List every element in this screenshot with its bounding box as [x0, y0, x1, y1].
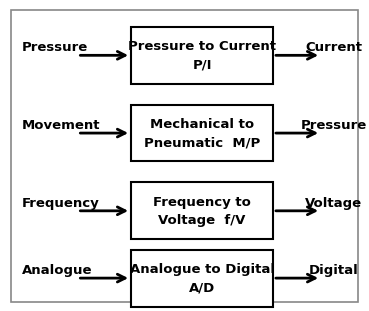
Bar: [131, 27, 273, 84]
Text: Pressure: Pressure: [301, 119, 367, 132]
Text: Analogue to Digital: Analogue to Digital: [130, 263, 275, 276]
Text: Frequency: Frequency: [22, 197, 100, 210]
Bar: [131, 105, 273, 161]
Text: A/D: A/D: [189, 281, 215, 294]
Text: Movement: Movement: [22, 119, 101, 132]
Text: Pressure to Current: Pressure to Current: [128, 40, 276, 53]
Text: Current: Current: [306, 41, 362, 54]
Text: Voltage: Voltage: [306, 197, 362, 210]
Text: Frequency to: Frequency to: [153, 196, 251, 209]
Text: Analogue: Analogue: [22, 264, 93, 277]
Text: Voltage  f/V: Voltage f/V: [158, 214, 246, 227]
Text: Digital: Digital: [309, 264, 359, 277]
Text: P/I: P/I: [192, 58, 212, 72]
Text: Pressure: Pressure: [22, 41, 89, 54]
Bar: [131, 183, 273, 239]
Bar: [131, 250, 273, 307]
Text: Mechanical to: Mechanical to: [150, 118, 254, 131]
Text: Pneumatic  M/P: Pneumatic M/P: [144, 136, 260, 149]
